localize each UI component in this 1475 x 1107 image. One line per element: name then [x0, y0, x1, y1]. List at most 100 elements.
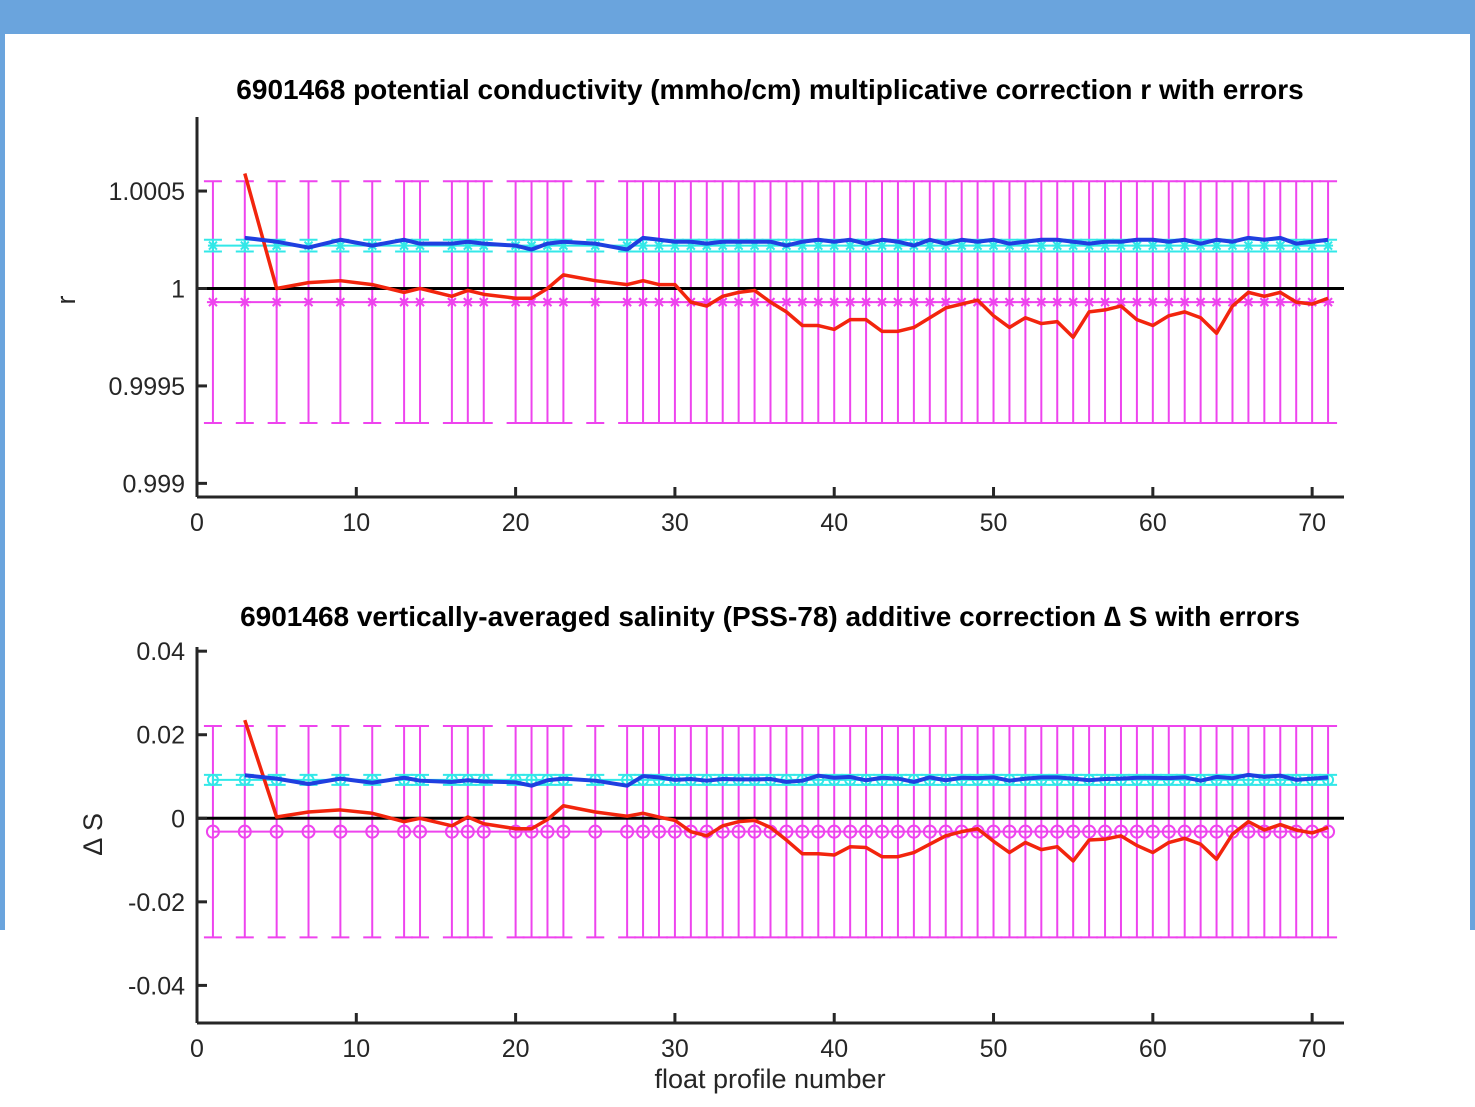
cyan-point — [1131, 240, 1142, 251]
cyan-point-stroke — [956, 240, 967, 251]
cyan-point — [1275, 240, 1286, 251]
cyan-point-stroke — [1036, 240, 1047, 251]
cyan-point — [206, 773, 219, 786]
magenta-point-stroke — [1020, 297, 1031, 307]
magenta-point — [890, 824, 905, 839]
cyan-point-stroke — [638, 240, 648, 251]
magenta-point — [651, 824, 666, 839]
magenta-point — [461, 296, 474, 309]
cyan-point — [956, 240, 967, 251]
magenta-point-stroke — [988, 297, 999, 307]
cyan-point-stroke — [1275, 240, 1285, 251]
cyan-point-stroke — [399, 240, 409, 251]
x-tick-label: 50 — [980, 1035, 1008, 1063]
magenta-point — [747, 824, 762, 839]
magenta-point — [302, 296, 315, 309]
magenta-point-stroke — [813, 297, 823, 307]
cyan-point — [653, 240, 664, 251]
cyan-point-stroke — [1132, 240, 1142, 251]
magenta-point-stroke — [1132, 297, 1142, 307]
magenta-point — [1145, 824, 1160, 839]
magenta-point-stroke — [781, 297, 792, 307]
magenta-point-stroke — [1211, 297, 1222, 307]
magenta-point — [1050, 824, 1065, 839]
magenta-point-stroke — [638, 297, 648, 307]
cyan-point-stroke — [1052, 240, 1062, 251]
magenta-point — [828, 296, 841, 309]
y-tick-label: 0.02 — [136, 722, 185, 750]
cyan-point — [1243, 240, 1254, 251]
magenta-point — [524, 824, 539, 839]
cyan-point — [1259, 240, 1270, 251]
cyan-point — [638, 240, 649, 251]
magenta-point — [1257, 824, 1272, 839]
cyan-point-stroke — [1243, 240, 1254, 251]
magenta-point — [1082, 824, 1097, 839]
magenta-point-stroke — [590, 297, 600, 307]
magenta-point — [652, 296, 665, 309]
magenta-point-stroke — [670, 297, 680, 307]
magenta-point — [413, 824, 428, 839]
x-axis-label: float profile number — [654, 1064, 885, 1094]
x-tick-label: 60 — [1139, 1035, 1167, 1063]
magenta-point — [1193, 824, 1208, 839]
magenta-point — [922, 824, 937, 839]
magenta-point-stroke — [558, 297, 569, 307]
magenta-point — [796, 296, 809, 309]
magenta-point-stroke — [271, 297, 282, 307]
magenta-point-stroke — [479, 297, 489, 307]
magenta-point — [1003, 296, 1016, 309]
magenta-point-stroke — [909, 297, 919, 307]
magenta-point — [398, 296, 411, 309]
left-frame-band — [0, 0, 5, 930]
magenta-point — [843, 824, 858, 839]
cyan-point — [877, 240, 888, 251]
magenta-point-stroke — [1323, 297, 1333, 307]
magenta-point-stroke — [367, 297, 377, 307]
y-tick-label: -0.02 — [128, 889, 185, 917]
magenta-point — [206, 296, 219, 309]
panel-conductivity: 6901468 potential conductivity (mmho/cm)… — [51, 74, 1344, 537]
cyan-point — [399, 240, 410, 251]
magenta-point — [748, 296, 761, 309]
magenta-point-stroke — [1068, 297, 1078, 307]
magenta-point — [334, 296, 347, 309]
magenta-point — [460, 824, 475, 839]
magenta-point — [939, 296, 952, 309]
magenta-point-stroke — [733, 297, 744, 307]
cyan-point — [828, 773, 841, 786]
magenta-point — [269, 824, 284, 839]
x-tick-label: 0 — [190, 509, 204, 537]
cyan-point — [1051, 773, 1064, 786]
cyan-point — [1322, 773, 1335, 786]
x-tick-label: 20 — [502, 509, 530, 537]
cyan-point — [1211, 240, 1222, 251]
x-tick-label: 70 — [1298, 509, 1326, 537]
magenta-point — [621, 296, 634, 309]
panel-salinity: 6901468 vertically-averaged salinity (PS… — [78, 601, 1344, 1094]
magenta-point-stroke — [208, 297, 218, 307]
magenta-point — [238, 296, 251, 309]
magenta-point — [811, 824, 826, 839]
magenta-point — [1258, 296, 1271, 309]
magenta-point-stroke — [542, 297, 553, 307]
x-tick-label: 10 — [342, 1035, 370, 1063]
magenta-point-stroke — [877, 297, 887, 307]
cyan-point-stroke — [1259, 240, 1270, 251]
magenta-point-stroke — [1084, 297, 1094, 307]
magenta-point-stroke — [1243, 297, 1254, 307]
chart-title: 6901468 potential conductivity (mmho/cm)… — [236, 74, 1303, 105]
magenta-point — [795, 824, 810, 839]
magenta-point — [1321, 824, 1336, 839]
magenta-point — [1066, 824, 1081, 839]
y-tick-label: 0.999 — [122, 470, 185, 498]
magenta-point — [397, 824, 412, 839]
x-tick-label: 10 — [342, 509, 370, 537]
cyan-point-stroke — [845, 240, 855, 251]
magenta-point — [205, 824, 220, 839]
cyan-point-stroke — [813, 240, 823, 251]
cyan-point — [1147, 240, 1158, 251]
magenta-point-stroke — [1195, 297, 1206, 307]
blue-series-line — [244, 235, 1329, 252]
magenta-point — [589, 296, 602, 309]
